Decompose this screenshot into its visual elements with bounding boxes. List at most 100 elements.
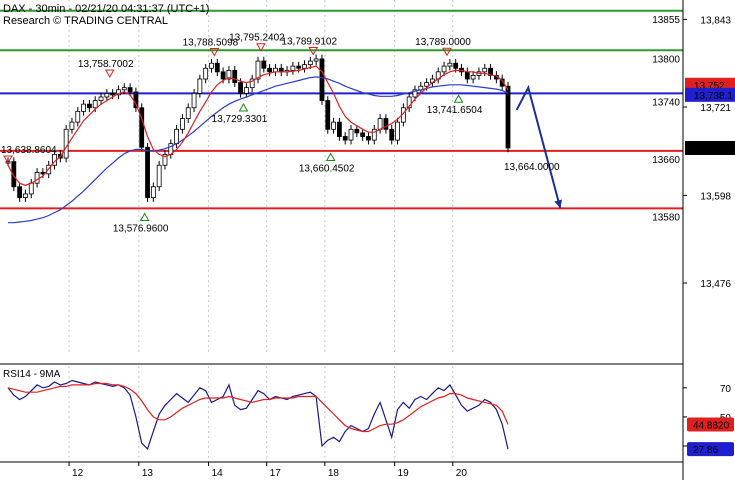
marker-down (308, 47, 319, 56)
forecast-arrow-line (515, 84, 562, 209)
candle-body (185, 107, 191, 119)
candle-body (209, 62, 214, 69)
candle-body (412, 89, 418, 98)
marker-down (3, 155, 13, 165)
candle-body (150, 186, 156, 198)
candle-body (505, 85, 511, 149)
candle-body (127, 87, 133, 93)
candle-body (307, 60, 313, 66)
candle-body (203, 67, 209, 80)
candle-body (336, 121, 342, 137)
price-tick-label: 13,721 (700, 103, 731, 114)
candle-body (34, 172, 40, 184)
candle-body (156, 164, 162, 188)
axes: 12 13 14 17 18 19 20 13,843 13,721 13,598 13,476 13… (68, 0, 735, 480)
price-annotation: 13,660.4502 (299, 164, 355, 175)
candle-body (395, 121, 400, 141)
price-annotation: 13,789.0000 (415, 37, 471, 48)
rsi-tag-label: 44.8820 (693, 420, 730, 431)
marker-up (453, 94, 464, 103)
candle-body (313, 58, 319, 62)
level-label-13800: 13800 (652, 54, 680, 65)
candle-body (104, 92, 110, 98)
marker-down (442, 47, 452, 57)
x-tick-label: 20 (456, 468, 468, 479)
marker-up (139, 212, 150, 222)
rsi-tick-label: 70 (720, 384, 732, 395)
price-series (5, 54, 511, 224)
rsi-tag-label: 27.86 (693, 445, 718, 456)
marker-down (256, 43, 266, 52)
candle-body (249, 78, 255, 89)
price-annotation: 13,795.2402 (229, 33, 285, 44)
candle-body (232, 70, 238, 84)
x-tick-label: 13 (142, 468, 154, 479)
candle-body (110, 92, 116, 96)
rsi-ma-line (7, 382, 509, 433)
price-tick-label: 13,476 (700, 279, 731, 290)
price-annotation: 13,638.8604 (1, 145, 57, 156)
x-tick-label: 14 (212, 468, 224, 479)
candle-body (470, 75, 476, 80)
candle-body (261, 60, 267, 69)
candle-body (377, 118, 383, 130)
price-annotation: 13,758.7002 (78, 59, 134, 70)
candle-body (92, 100, 98, 109)
price-annotation: 13,576.9600 (113, 224, 169, 235)
candle-body (180, 118, 185, 130)
x-tick-label: 18 (328, 468, 340, 479)
candle-body (424, 82, 430, 87)
forecast-arrowhead (554, 199, 563, 209)
candle-body (197, 78, 203, 94)
marker-up (325, 152, 336, 162)
candle-body (220, 71, 226, 80)
candle-body (360, 132, 366, 137)
rsi-tag-box (687, 442, 734, 457)
price-tag-label: 13,752 (694, 81, 725, 92)
candle-body (191, 92, 197, 109)
moving-average-fast (7, 65, 509, 186)
candle-body (354, 128, 360, 134)
price-annotation: 13,664.0000 (504, 162, 560, 173)
price-annotation: 13,741.6504 (427, 105, 483, 116)
candle-body (371, 128, 377, 141)
price-tag-box (685, 87, 735, 102)
x-tick-label: 19 (398, 468, 410, 479)
rsi-title: RSI14 - 9MA (3, 369, 61, 380)
candle-body (389, 128, 395, 141)
price-annotations: 13,638.8604 13,758.7002 13,576.9600 13,788.… (1, 33, 563, 235)
candle-body (366, 136, 371, 141)
rsi-tag-box (687, 417, 734, 432)
price-tag-label: 13,664 (694, 144, 725, 155)
candle-body (174, 128, 180, 145)
candle-body (238, 82, 243, 94)
candle-body (319, 58, 325, 101)
candle-body (69, 121, 75, 130)
candle-body (255, 60, 261, 80)
candle-body (290, 65, 296, 71)
candle-body (86, 103, 92, 109)
candle-body (302, 64, 307, 69)
x-tick-label: 17 (270, 468, 282, 479)
level-label-13740: 13740 (652, 97, 680, 108)
candle-body (464, 71, 470, 80)
candle-body (383, 118, 389, 130)
marker-down (104, 69, 115, 78)
candle-body (63, 128, 69, 159)
candle-body (447, 62, 453, 67)
candle-body (482, 67, 488, 73)
candle-body (331, 121, 336, 130)
candle-body (145, 146, 150, 198)
candle-body (75, 110, 81, 123)
candle-body (243, 87, 249, 94)
x-tick-label: 12 (72, 468, 84, 479)
marker-down (209, 48, 220, 57)
price-annotation: 13,789.9102 (281, 37, 337, 48)
level-label-13580: 13580 (652, 212, 680, 223)
candle-body (342, 136, 348, 141)
chart-header-title: DAX - 30min - 02/21/20 04:31:37 (UTC+1) (3, 3, 209, 15)
price-annotation: 13,729.3301 (212, 114, 268, 125)
